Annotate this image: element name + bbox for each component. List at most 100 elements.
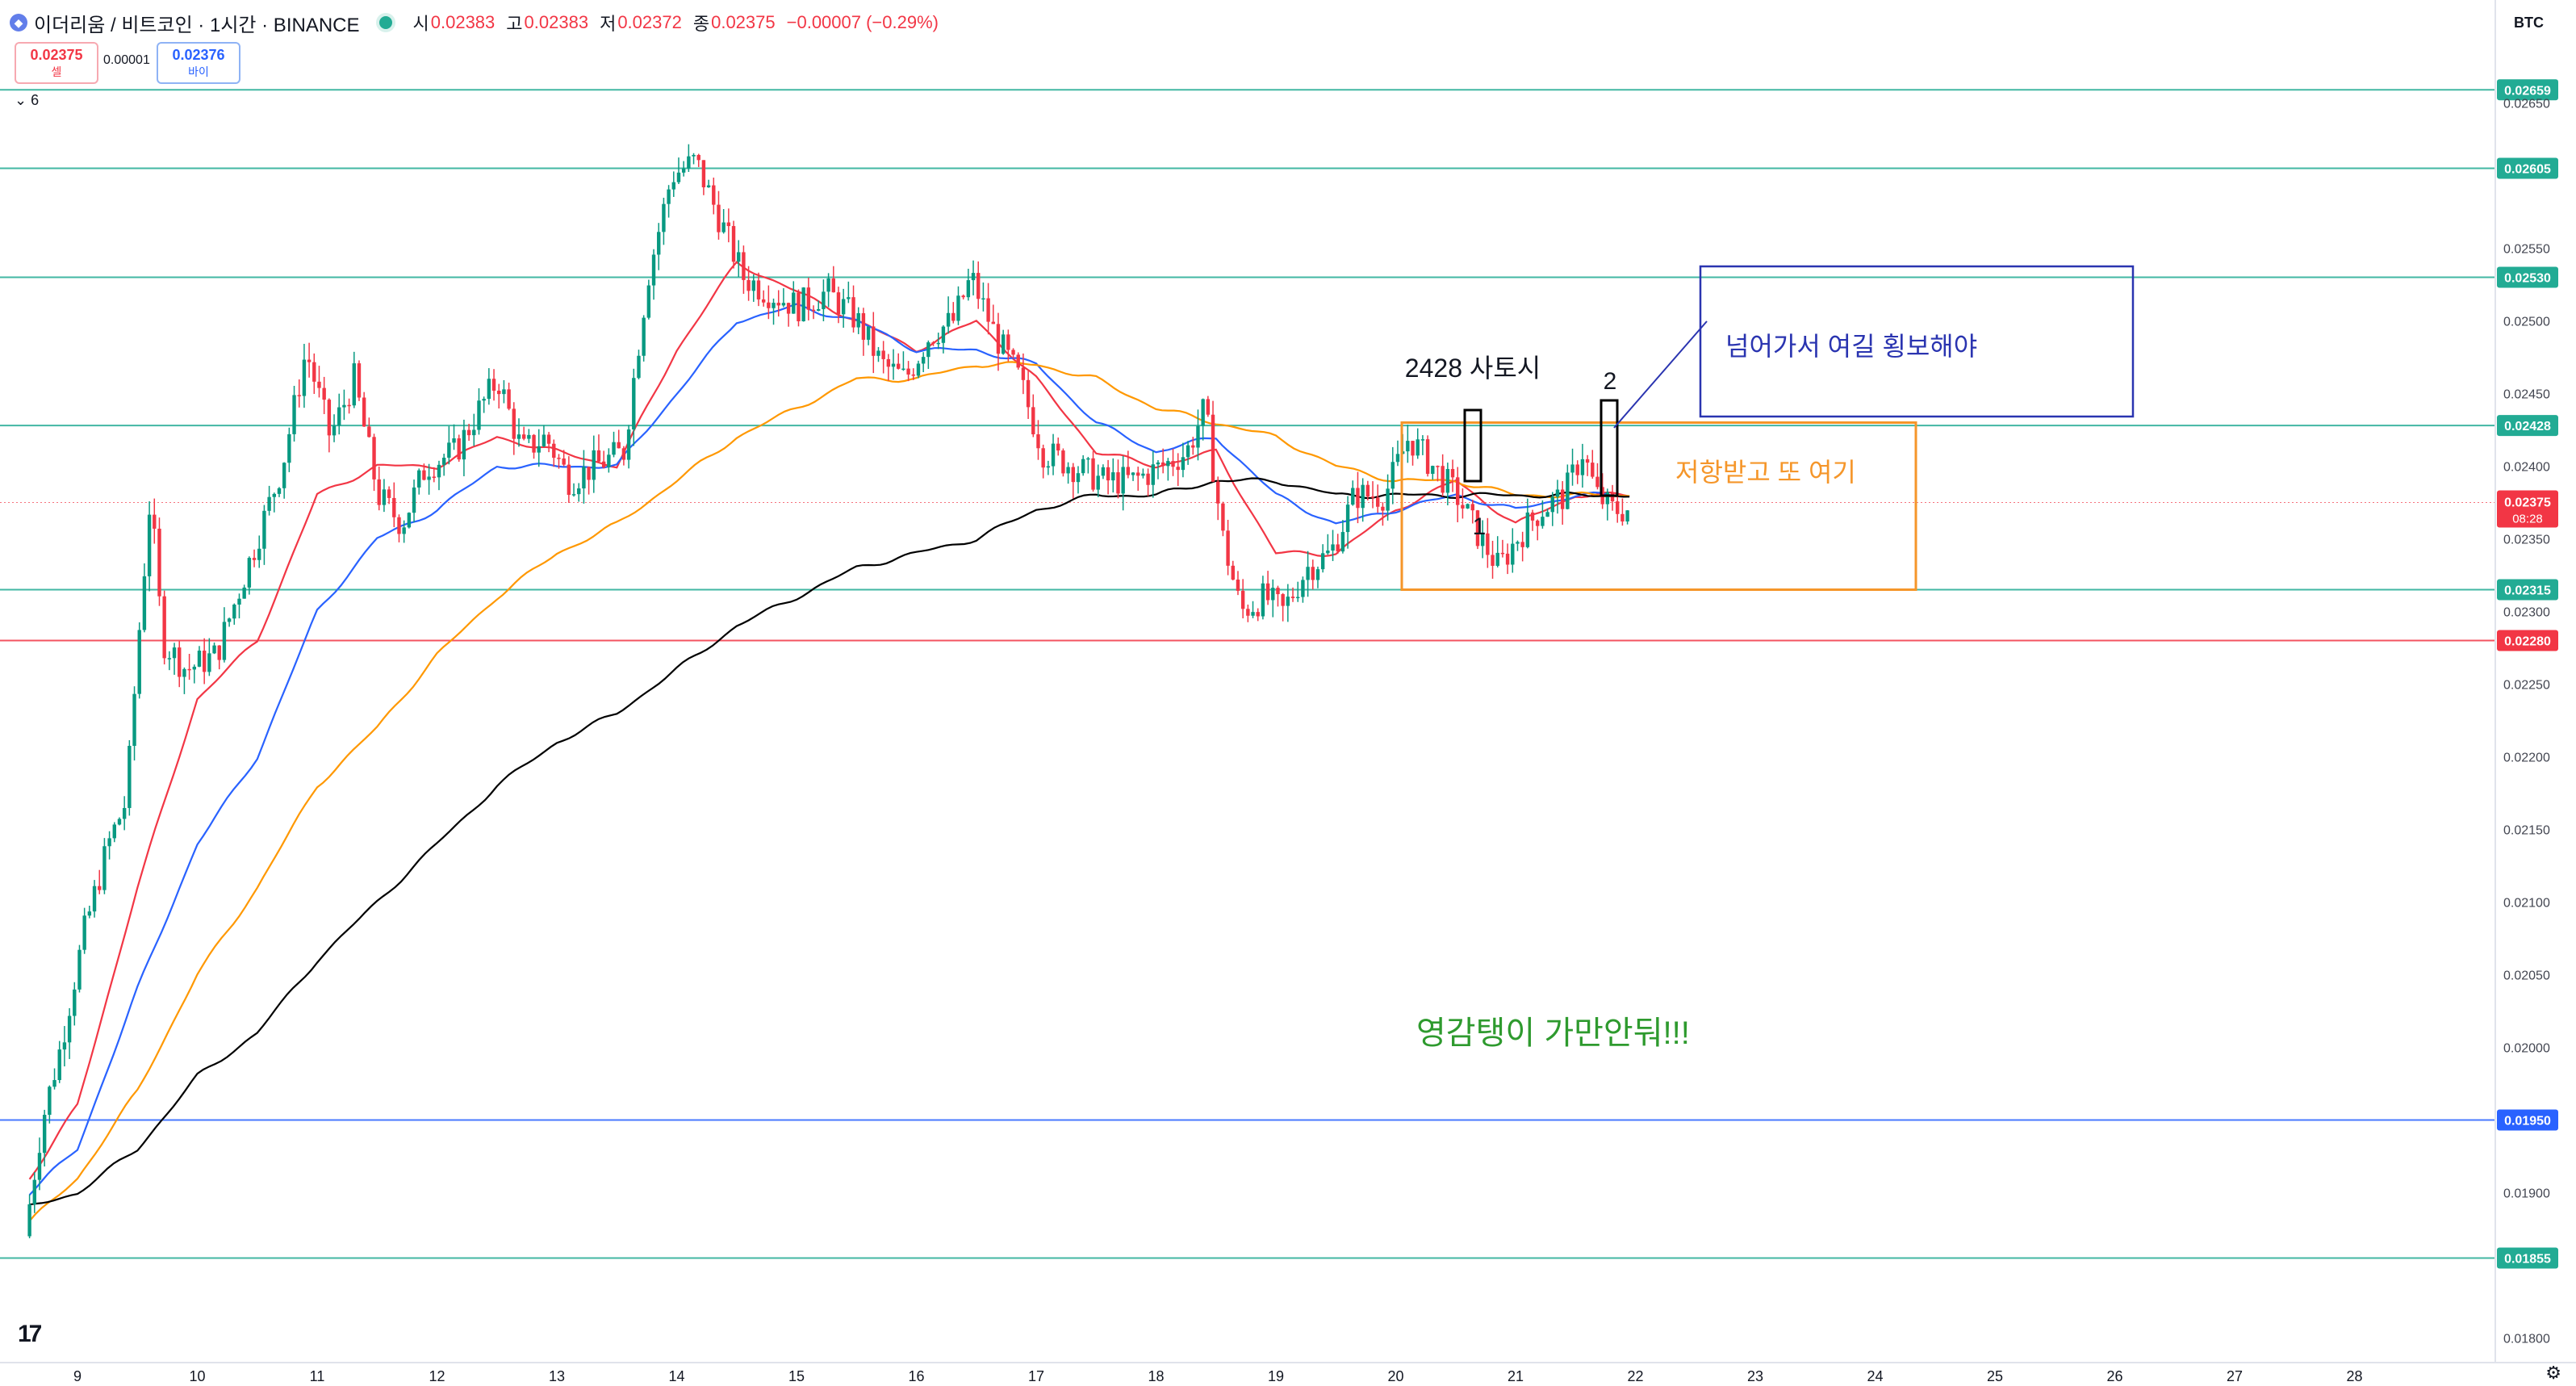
candle-body	[936, 342, 940, 345]
candle-body	[1265, 583, 1270, 601]
symbol-title[interactable]: 이더리움 / 비트코인 · 1시간 · BINANCE	[34, 14, 360, 36]
candle-body	[1566, 472, 1570, 509]
time-axis[interactable]: 9 10 11 12 13 14 15 16 17 18 19 20 21 22 23 24 25 26 27 28	[0, 1362, 2576, 1384]
candle-body	[861, 312, 866, 340]
candle-body	[137, 630, 141, 694]
candle-body	[1475, 510, 1480, 546]
price-tick-label: 0.01800	[2503, 1333, 2550, 1346]
price-level-label: 0.02428	[2504, 420, 2551, 433]
close-value: 0.02375	[711, 12, 776, 32]
low-label: 저	[600, 14, 617, 34]
indicator-count: 6	[31, 92, 40, 108]
candle-body	[452, 438, 456, 443]
candle-body	[153, 514, 157, 529]
candle-body	[102, 846, 107, 890]
candle-body	[441, 458, 446, 465]
candle-body	[82, 915, 86, 950]
price-tick-label: 0.02150	[2503, 824, 2550, 838]
candle-body	[866, 326, 871, 340]
candle-body	[207, 653, 211, 672]
candle-body	[657, 232, 661, 255]
buy-button[interactable]: 0.02376 바이	[157, 42, 240, 84]
price-tick-label: 0.02050	[2503, 969, 2550, 983]
candle-body	[1345, 505, 1350, 533]
candle-body	[1131, 472, 1135, 475]
candle-body	[1011, 350, 1015, 355]
candle-body	[1126, 467, 1131, 475]
candle-body	[1336, 544, 1340, 552]
high-label: 고	[506, 14, 523, 34]
candle-body	[1041, 448, 1045, 468]
tradingview-logo-icon[interactable]: 17	[18, 1321, 42, 1347]
candle-body	[1191, 445, 1195, 448]
bottom-note: 영감탱이 가만안둬!!!	[1416, 1015, 1690, 1051]
candle-body	[692, 154, 696, 157]
candle-body	[217, 645, 221, 660]
price-tick-label: 0.02550	[2503, 243, 2550, 257]
candle-body	[312, 362, 316, 382]
candle-body	[1136, 472, 1140, 476]
candle-body	[1286, 597, 1290, 606]
candle-body	[1061, 450, 1065, 474]
candle-body	[1051, 443, 1056, 467]
time-tick-label: 12	[429, 1368, 445, 1384]
time-tick-label: 23	[1747, 1368, 1763, 1384]
candle-body	[257, 548, 261, 560]
candle-body	[62, 1042, 67, 1050]
price-tick-label: 0.02350	[2503, 534, 2550, 547]
indicators-toggle[interactable]: ⌄ 6	[15, 92, 39, 109]
pointer-line	[1613, 320, 1708, 429]
label-2428: 2428 사토시	[1405, 354, 1541, 383]
candle-body	[1121, 467, 1125, 494]
chevron-down-icon: ⌄	[15, 92, 27, 108]
candle-body	[637, 355, 641, 379]
candle-body	[681, 168, 686, 173]
candle-body	[521, 434, 526, 439]
candle-body	[1261, 583, 1265, 617]
candle-body	[1071, 467, 1075, 483]
candle-body	[712, 185, 716, 205]
candle-body	[67, 1015, 72, 1043]
moving-average-line	[28, 361, 1630, 1222]
gear-icon[interactable]: ⚙	[2545, 1363, 2561, 1383]
currency-label[interactable]: BTC	[2514, 15, 2544, 31]
sell-button[interactable]: 0.02375 셀	[15, 42, 98, 84]
candle-body	[701, 160, 706, 188]
candle-body	[1096, 475, 1100, 490]
candle-body	[806, 287, 811, 310]
buy-price: 0.02376	[172, 46, 225, 63]
candle-body	[237, 598, 241, 605]
price-tick-label: 0.02300	[2503, 606, 2550, 620]
candle-body	[911, 374, 915, 376]
candle-body	[582, 467, 586, 489]
candle-body	[477, 400, 481, 430]
candle-body	[1146, 473, 1150, 485]
candle-body	[1495, 552, 1499, 566]
high-value: 0.02383	[524, 12, 589, 32]
price-level-tag	[2497, 579, 2558, 601]
price-tick-label: 0.02200	[2503, 752, 2550, 765]
candle-body	[1251, 612, 1255, 616]
label-1: 1	[1473, 513, 1487, 540]
candle-body	[1141, 473, 1145, 476]
candle-body	[32, 1179, 36, 1204]
candle-body	[212, 645, 216, 654]
candle-body	[1046, 466, 1051, 468]
candle-body	[322, 387, 326, 400]
candle-body	[1445, 469, 1450, 493]
candle-body	[571, 494, 576, 496]
candle-body	[387, 489, 391, 498]
candle-body	[577, 488, 581, 495]
candle-body	[132, 693, 136, 746]
candle-body	[187, 668, 191, 671]
candle-body	[502, 389, 506, 395]
price-axis[interactable]: 0.02659 0.02605 0.02530 0.02428 0.02315 0.022…	[2494, 0, 2558, 1363]
candle-body	[1500, 552, 1505, 555]
candle-body	[847, 297, 851, 299]
candle-body	[297, 395, 301, 396]
candle-body	[272, 493, 276, 497]
candle-body	[1201, 399, 1205, 426]
candle-body	[1550, 496, 1554, 513]
candle-body	[996, 324, 1001, 354]
